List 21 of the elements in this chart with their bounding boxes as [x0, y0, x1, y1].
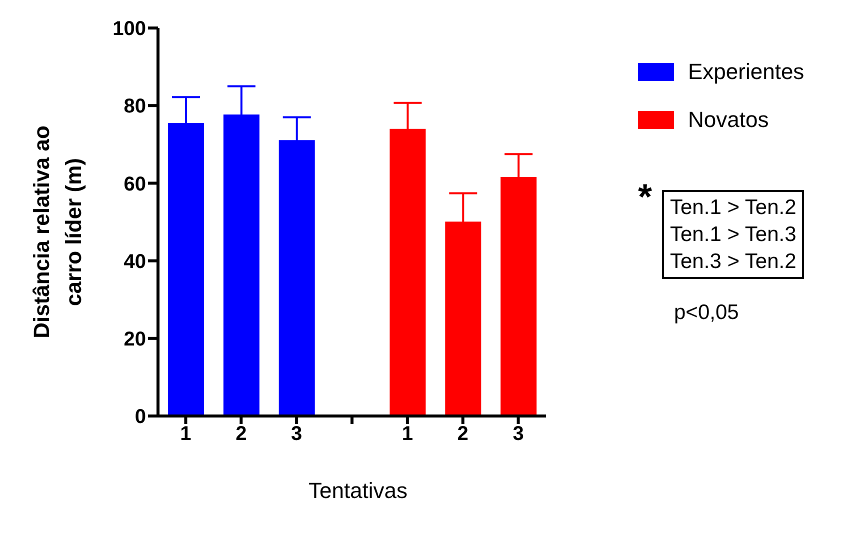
y-axis-title: Distância relativa ao carro líder (m) — [28, 124, 87, 340]
legend-label: Novatos — [688, 107, 769, 133]
x-tick-label: 2 — [236, 423, 247, 446]
x-tick-label: 2 — [457, 423, 468, 446]
text: * — [638, 176, 652, 218]
y-tick-label: 0 — [134, 406, 146, 428]
y-tick-label: 100 — [112, 18, 146, 40]
y-tick-label: 60 — [124, 173, 146, 196]
x-tick-label: 1 — [180, 423, 192, 446]
text: p<0,05 — [674, 301, 739, 325]
legend-label: Experientes — [688, 59, 804, 85]
text: Ten.3 > Ten.2 — [670, 249, 796, 275]
x-tick-label: 3 — [512, 423, 524, 446]
x-axis-title: Tentativas — [307, 478, 409, 504]
text: Ten.1 > Ten.3 — [670, 222, 796, 248]
y-tick-label: 20 — [124, 328, 146, 350]
y-tick-label: 80 — [124, 96, 146, 118]
y-tick-label: 40 — [124, 250, 146, 273]
x-tick-label: 1 — [402, 423, 413, 446]
text: Ten.1 > Ten.2 — [670, 195, 796, 221]
x-tick-label: 3 — [291, 423, 302, 446]
